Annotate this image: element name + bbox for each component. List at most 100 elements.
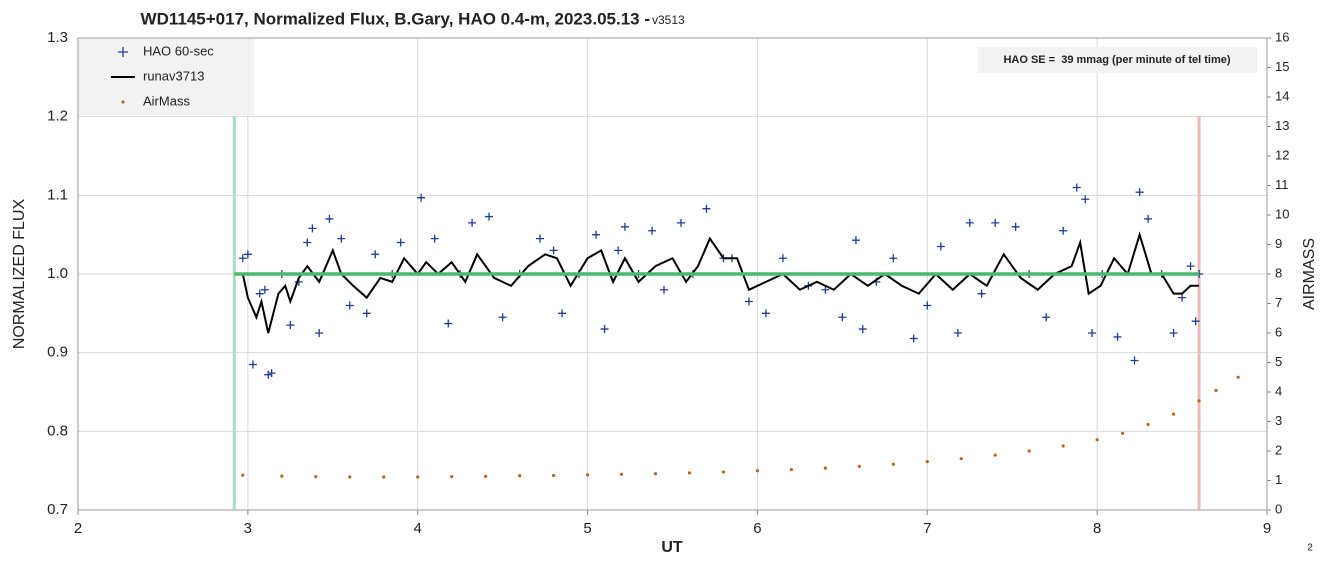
data-point: [676, 218, 685, 227]
y2-tick-label: 0: [1275, 501, 1282, 516]
data-point: [485, 212, 494, 221]
data-point: [325, 214, 334, 223]
y2-tick-label: 10: [1275, 206, 1289, 221]
data-point: [255, 289, 264, 298]
data-point: [592, 230, 601, 239]
legend-label: runav3713: [143, 68, 204, 83]
y-tick-label: 0.8: [47, 422, 68, 439]
data-point: [858, 325, 867, 334]
data-point: [243, 250, 252, 259]
airmass-point: [450, 475, 454, 479]
airmass-point: [280, 474, 284, 478]
data-point: [558, 309, 567, 318]
x-tick-label: 6: [753, 520, 761, 537]
data-point: [267, 369, 276, 378]
airmass-point: [484, 474, 488, 478]
airmass-point: [857, 464, 861, 468]
airmass-point: [1197, 399, 1201, 403]
x-tick-label: 5: [583, 520, 591, 537]
airmass-point: [1061, 444, 1065, 448]
x-tick-label: 8: [1093, 520, 1101, 537]
y-tick-label: 1.1: [47, 186, 68, 203]
airmass-point: [755, 469, 760, 473]
airmass-point: [348, 475, 352, 479]
data-point: [1169, 329, 1178, 337]
data-point: [362, 309, 371, 318]
page-number: 2: [1307, 543, 1313, 554]
airmass-point: [314, 475, 318, 479]
data-point: [303, 238, 312, 247]
data-point: [468, 218, 477, 227]
airmass-point: [1027, 449, 1031, 453]
airmass-point: [1171, 412, 1176, 416]
airmass-point: [241, 473, 245, 477]
airmass-point: [416, 475, 420, 479]
airmass-point: [959, 457, 963, 461]
data-point: [371, 250, 380, 259]
y2-tick-label: 9: [1275, 236, 1282, 251]
airmass-point: [552, 473, 556, 478]
data-point: [1081, 195, 1090, 204]
airmass-point: [585, 473, 590, 477]
y2-tick-label: 6: [1275, 324, 1282, 339]
airmass-point: [1214, 388, 1218, 393]
data-point: [821, 285, 830, 294]
data-point: [614, 246, 623, 255]
data-point: [744, 297, 753, 306]
airmass-point: [823, 466, 827, 470]
data-point: [761, 309, 770, 318]
data-point: [1191, 317, 1200, 326]
data-point: [1072, 183, 1081, 192]
x-tick-label: 7: [923, 520, 931, 537]
data-point: [498, 313, 507, 322]
y2-tick-label: 5: [1275, 354, 1282, 369]
data-point: [1186, 262, 1195, 271]
data-point: [600, 325, 609, 334]
legend-marker: [118, 47, 128, 57]
y2-tick-label: 13: [1275, 118, 1289, 133]
airmass-point: [1121, 431, 1125, 435]
data-point: [953, 329, 962, 337]
data-point: [417, 193, 426, 202]
x-axis-title: UT: [661, 539, 683, 556]
annotation: HAO SE = 39 mmag (per minute of tel time…: [1003, 54, 1230, 66]
x-tick-label: 3: [244, 520, 252, 537]
data-point: [1059, 226, 1068, 235]
data-point: [1113, 332, 1122, 341]
data-point: [702, 204, 711, 213]
data-point: [778, 254, 787, 263]
data-point: [444, 319, 453, 328]
chart-title: WD1145+017, Normalized Flux, B.Gary, HAO…: [141, 9, 650, 28]
y2-tick-label: 1: [1275, 472, 1282, 487]
data-point: [315, 329, 324, 337]
data-point: [264, 370, 273, 379]
legend-box: [79, 39, 254, 115]
data-point: [308, 224, 317, 233]
airmass-point: [891, 462, 895, 466]
airmass-point: [1236, 375, 1240, 379]
y2-tick-label: 2: [1275, 442, 1282, 457]
data-point: [1178, 293, 1187, 302]
data-point: [536, 234, 545, 243]
data-point: [648, 226, 657, 235]
y2-tick-label: 12: [1275, 147, 1289, 162]
data-point: [430, 234, 439, 243]
data-point: [620, 222, 629, 231]
data-point: [1135, 188, 1144, 197]
data-point: [660, 285, 669, 294]
data-point: [851, 236, 860, 245]
y-tick-label: 1.3: [47, 29, 68, 46]
data-point: [260, 285, 269, 294]
data-point: [345, 301, 354, 310]
data-point: [1042, 313, 1051, 322]
running-average-line: [241, 231, 1200, 334]
x-tick-label: 4: [414, 520, 422, 537]
airmass-point: [1146, 422, 1150, 427]
data-point: [838, 313, 847, 322]
y2-tick-label: 7: [1275, 295, 1282, 310]
y2-tick-label: 14: [1275, 88, 1289, 103]
y-tick-label: 0.7: [47, 501, 68, 518]
airmass-point: [518, 474, 522, 478]
data-point: [238, 254, 247, 263]
